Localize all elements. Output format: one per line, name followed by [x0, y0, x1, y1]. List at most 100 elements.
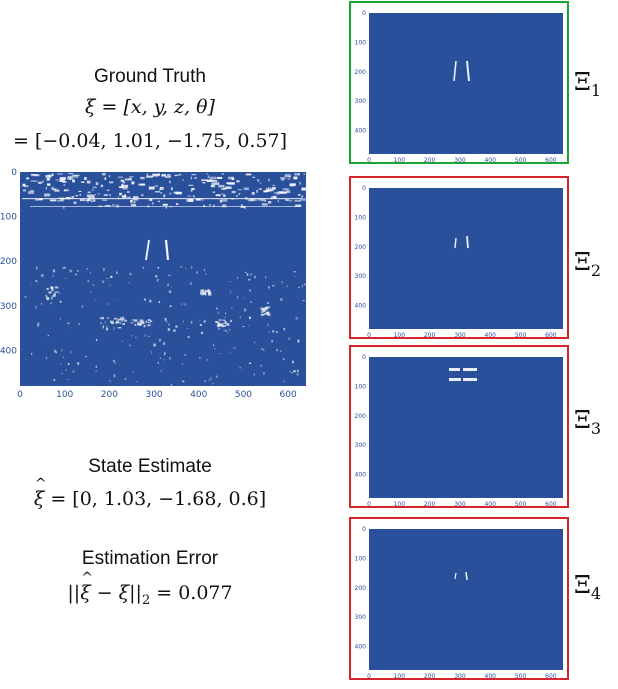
y-tick-label: 300	[355, 614, 367, 621]
y-tick-label: 100	[355, 39, 367, 46]
image-features	[454, 235, 469, 249]
image-features	[22, 173, 309, 387]
x-tick-label: 200	[101, 390, 118, 400]
state-estimate-values: = [0, 1.03, −1.68, 0.6]	[44, 488, 267, 510]
y-tick-label: 200	[355, 413, 367, 420]
y-axis-ticks: 0 100 200 300 400	[355, 10, 367, 135]
y-tick-label: 300	[0, 302, 17, 312]
y-tick-label: 200	[355, 69, 367, 76]
y-tick-label: 100	[355, 214, 367, 221]
x-tick-label: 100	[394, 501, 406, 506]
candidate-panel-1: 0 100 200 300 400 500 600 0 100 200 300 400	[349, 1, 569, 164]
estimation-error-formula: ||ξ − ξ||2 = 0.077	[20, 570, 280, 608]
norm-open: ||	[67, 582, 81, 604]
y-tick-label: 400	[355, 644, 367, 651]
candidate-plot-4: 0 100 200 300 400 500 600 0 100 200 300 400	[355, 526, 563, 678]
y-tick-label: 200	[0, 257, 17, 267]
y-tick-label: 200	[355, 585, 367, 592]
x-tick-label: 0	[367, 332, 371, 337]
y-tick-label: 0	[11, 168, 17, 178]
y-tick-label: 0	[362, 354, 366, 361]
image-area	[369, 13, 563, 154]
x-axis-ticks: 0 100 200 300 400 500 600	[17, 390, 297, 400]
x-tick-label: 300	[454, 332, 466, 337]
x-tick-label: 300	[454, 673, 466, 678]
xi-1-label: Ξ1	[574, 68, 602, 100]
xi-hat-symbol: ξ	[34, 476, 47, 510]
y-axis-ticks: 0 100 200 300 400	[355, 185, 367, 310]
candidate-plot-3: 0 100 200 300 400 500 600 0 100 200 300 400	[355, 354, 563, 506]
y-tick-label: 400	[355, 303, 367, 310]
x-tick-label: 200	[424, 673, 436, 678]
norm-body: − ξ||	[90, 582, 142, 604]
x-tick-label: 600	[545, 157, 557, 162]
x-axis-ticks: 0 100 200 300 400 500 600	[367, 157, 557, 162]
image-area	[369, 529, 563, 670]
x-tick-label: 0	[367, 501, 371, 506]
x-tick-label: 100	[394, 673, 406, 678]
xi-3-label: Ξ3	[574, 406, 602, 438]
x-tick-label: 300	[454, 501, 466, 506]
y-tick-label: 0	[362, 185, 366, 192]
x-tick-label: 600	[545, 501, 557, 506]
x-tick-label: 0	[367, 673, 371, 678]
y-tick-label: 100	[355, 555, 367, 562]
x-tick-label: 400	[485, 157, 497, 162]
ground-truth-values: = [−0.04, 1.01, −1.75, 0.57]	[12, 130, 288, 152]
x-tick-label: 200	[424, 332, 436, 337]
candidate-panel-4: 0 100 200 300 400 500 600 0 100 200 300 400	[349, 517, 569, 680]
x-tick-label: 300	[454, 157, 466, 162]
x-tick-label: 300	[145, 390, 162, 400]
x-tick-label: 500	[515, 332, 527, 337]
x-axis-ticks: 0 100 200 300 400 500 600	[367, 673, 557, 678]
x-tick-label: 500	[235, 390, 252, 400]
x-tick-label: 500	[515, 501, 527, 506]
x-tick-label: 600	[545, 332, 557, 337]
image-features	[453, 13, 492, 82]
y-axis-ticks: 0 100 200 300 400	[0, 168, 17, 356]
estimation-error-value: = 0.077	[150, 582, 233, 604]
x-tick-label: 600	[545, 673, 557, 678]
state-estimate-title: State Estimate	[88, 456, 212, 477]
image-features	[454, 571, 468, 581]
x-tick-label: 500	[515, 157, 527, 162]
x-tick-label: 400	[485, 673, 497, 678]
y-tick-label: 100	[355, 383, 367, 390]
x-tick-label: 400	[485, 332, 497, 337]
y-tick-label: 0	[362, 10, 366, 17]
y-tick-label: 300	[355, 273, 367, 280]
x-tick-label: 400	[190, 390, 207, 400]
candidate-plot-2: 0 100 200 300 400 500 600 0 100 200 300 400	[355, 185, 563, 337]
x-axis-ticks: 0 100 200 300 400 500 600	[367, 332, 557, 337]
y-axis-ticks: 0 100 200 300 400	[355, 526, 367, 651]
x-tick-label: 0	[367, 157, 371, 162]
y-tick-label: 300	[355, 442, 367, 449]
x-tick-label: 200	[424, 157, 436, 162]
ground-truth-title: Ground Truth	[94, 66, 206, 87]
ground-truth-image-plot: 0 100 200 300 400 500 600 0 100 200 300 400	[0, 168, 309, 400]
x-axis-ticks: 0 100 200 300 400 500 600	[367, 501, 557, 506]
y-tick-label: 0	[362, 526, 366, 533]
x-tick-label: 100	[394, 157, 406, 162]
y-tick-label: 200	[355, 244, 367, 251]
ground-truth-formula: ξ = [x, y, z, θ]	[85, 96, 215, 118]
image-area	[369, 188, 563, 329]
y-tick-label: 400	[0, 346, 17, 356]
x-tick-label: 0	[17, 390, 23, 400]
xi-2-label: Ξ2	[574, 248, 602, 280]
y-tick-label: 300	[355, 98, 367, 105]
candidate-plot-1: 0 100 200 300 400 500 600 0 100 200 300 400	[355, 10, 563, 162]
image-area	[20, 172, 306, 386]
estimation-error-title: Estimation Error	[81, 548, 219, 569]
norm-subscript: 2	[141, 592, 151, 608]
xi-4-label: Ξ4	[574, 571, 602, 603]
x-tick-label: 400	[485, 501, 497, 506]
x-tick-label: 100	[56, 390, 73, 400]
candidate-panel-2: 0 100 200 300 400 500 600 0 100 200 300 400	[349, 176, 569, 339]
image-features	[449, 368, 477, 381]
state-estimate-formula: ξ = [0, 1.03, −1.68, 0.6]	[20, 476, 280, 510]
xi-hat-symbol: ξ	[80, 570, 93, 604]
x-tick-label: 500	[515, 673, 527, 678]
x-tick-label: 200	[424, 501, 436, 506]
y-tick-label: 400	[355, 472, 367, 479]
